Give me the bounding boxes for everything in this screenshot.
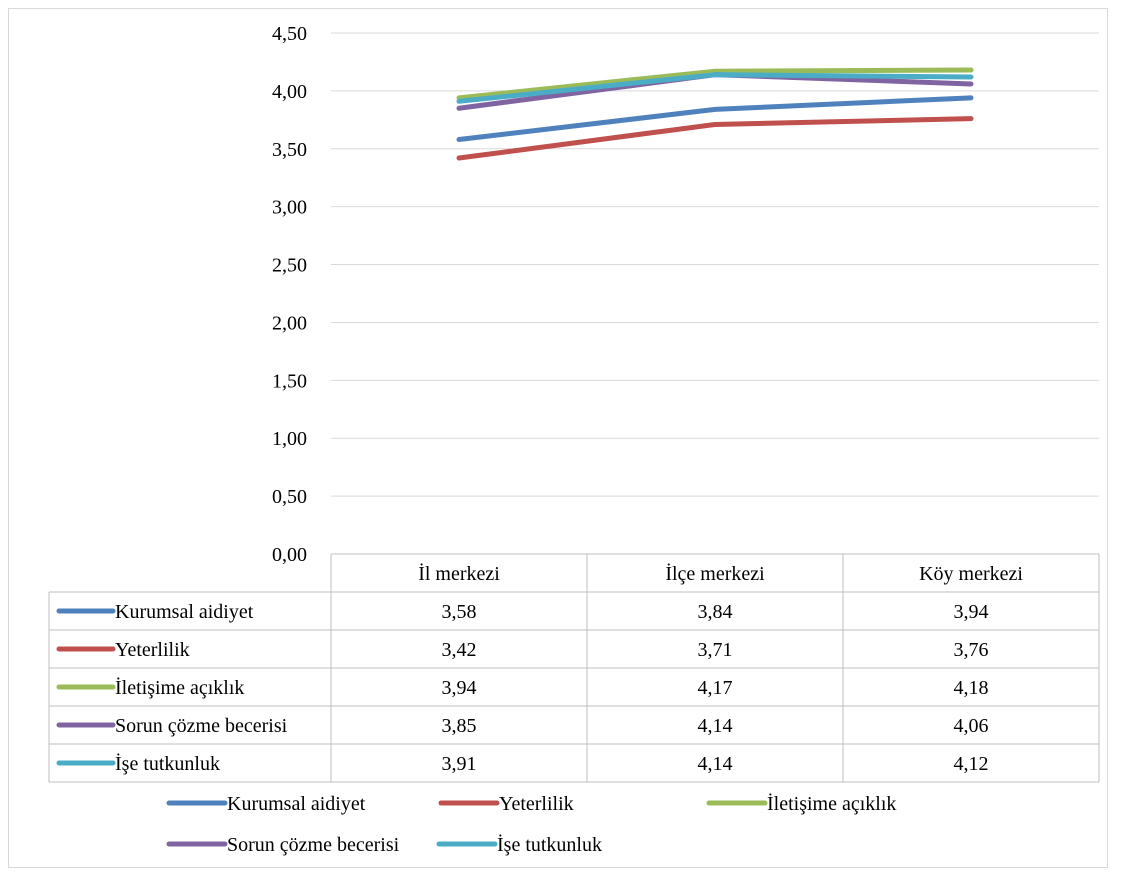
data-label: 3,84 [698, 601, 733, 623]
legend-label: İşe tutkunluk [497, 833, 602, 856]
y-tick-label: 3,50 [272, 139, 307, 161]
data-label: 3,85 [442, 715, 477, 737]
series-line [456, 95, 974, 143]
category-label: İlçe merkezi [665, 562, 765, 585]
data-label: 3,91 [442, 753, 477, 775]
y-tick-label: 0,00 [272, 544, 307, 566]
series-line [456, 67, 974, 101]
gridlines [331, 32, 1099, 497]
y-tick-label: 4,50 [272, 23, 307, 45]
y-tick-label: 1,00 [272, 428, 307, 450]
table-series-name: Sorun çözme becerisi [115, 715, 288, 737]
series-lines [456, 67, 974, 161]
chart-frame: 0,00 0,50 1,00 1,50 2,00 2,50 3,00 3,50 4,00 4,50… [8, 8, 1108, 868]
series-line [456, 116, 974, 161]
y-tick-label: 1,50 [272, 370, 307, 392]
category-label: Köy merkezi [919, 563, 1023, 585]
data-label: 4,17 [698, 677, 733, 699]
data-label: 3,71 [698, 639, 733, 661]
series-line [456, 72, 974, 104]
data-label: 3,42 [442, 639, 477, 661]
y-tick-label: 2,00 [272, 312, 307, 334]
data-label: 3,94 [954, 601, 989, 623]
table-series-name: İşe tutkunluk [115, 752, 220, 775]
table-series-name: Yeterlilik [115, 639, 190, 661]
legend-label: İletişime açıklık [767, 792, 896, 815]
line-chart: 0,00 0,50 1,00 1,50 2,00 2,50 3,00 3,50 4,00 4,50… [48, 23, 1100, 856]
y-tick-label: 4,00 [272, 81, 307, 103]
data-label: 3,58 [442, 601, 477, 623]
data-label: 3,76 [954, 639, 989, 661]
category-label: İl merkezi [418, 562, 500, 585]
y-tick-label: 3,00 [272, 197, 307, 219]
table-series-name: İletişime açıklık [115, 676, 244, 699]
data-label: 4,14 [698, 753, 733, 775]
data-label: 4,18 [954, 677, 989, 699]
legend-label: Yeterlilik [499, 793, 574, 815]
data-label: 4,14 [698, 715, 733, 737]
data-label: 4,12 [954, 753, 989, 775]
legend-label: Sorun çözme becerisi [227, 834, 400, 856]
data-label: 4,06 [954, 715, 989, 737]
data-table: İl merkezi İlçe merkezi Köy merkezi Kurumsa… [48, 553, 1100, 783]
y-tick-label: 0,50 [272, 486, 307, 508]
legend-label: Kurumsal aidiyet [227, 793, 366, 815]
data-label: 3,94 [442, 677, 477, 699]
legend: Kurumsal aidiyet Yeterlilik İletişime açık… [166, 792, 896, 856]
table-series-name: Kurumsal aidiyet [115, 601, 254, 623]
y-tick-label: 2,50 [272, 255, 307, 277]
y-axis-ticks: 0,00 0,50 1,00 1,50 2,00 2,50 3,00 3,50 4,00 4,50 [272, 23, 307, 566]
